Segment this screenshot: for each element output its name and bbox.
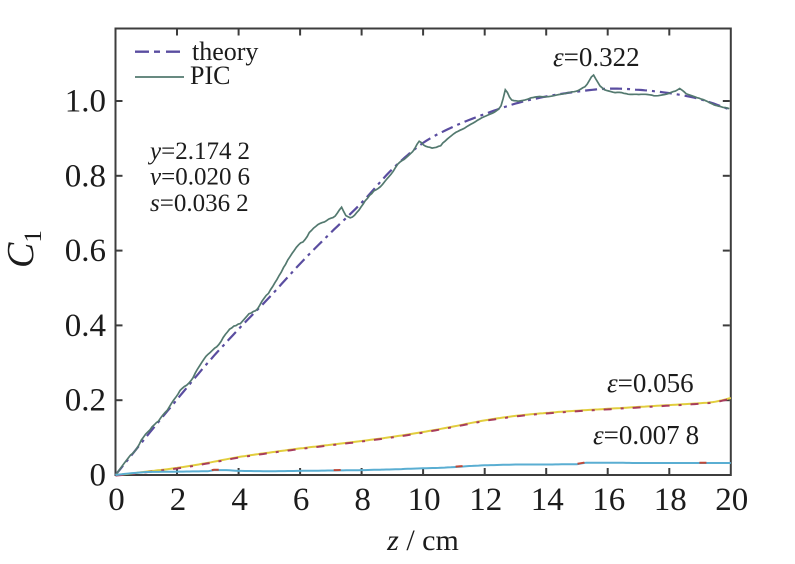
svg-text:ε=0.322: ε=0.322 [553,42,640,72]
svg-text:6: 6 [293,482,310,518]
svg-text:0: 0 [108,482,125,518]
svg-text:4: 4 [231,482,248,518]
svg-text:z / cm: z / cm [386,524,459,557]
svg-text:20: 20 [715,482,748,518]
svg-text:2: 2 [170,482,187,518]
svg-text:14: 14 [531,482,564,518]
svg-text:8: 8 [354,482,371,518]
svg-text:0.6: 0.6 [65,233,106,269]
svg-text:0: 0 [90,458,107,494]
svg-text:PIC: PIC [190,61,230,90]
svg-text:12: 12 [469,482,502,518]
svg-text:ε=0.056: ε=0.056 [607,368,694,398]
svg-text:1.0: 1.0 [65,84,106,120]
svg-text:0.4: 0.4 [65,308,106,344]
svg-text:theory: theory [192,37,258,66]
svg-text:10: 10 [408,482,441,518]
svg-text:0.2: 0.2 [65,383,106,419]
svg-text:C1: C1 [0,230,47,268]
svg-text:16: 16 [592,482,625,518]
svg-text:0.8: 0.8 [65,158,106,194]
svg-text:18: 18 [654,482,687,518]
